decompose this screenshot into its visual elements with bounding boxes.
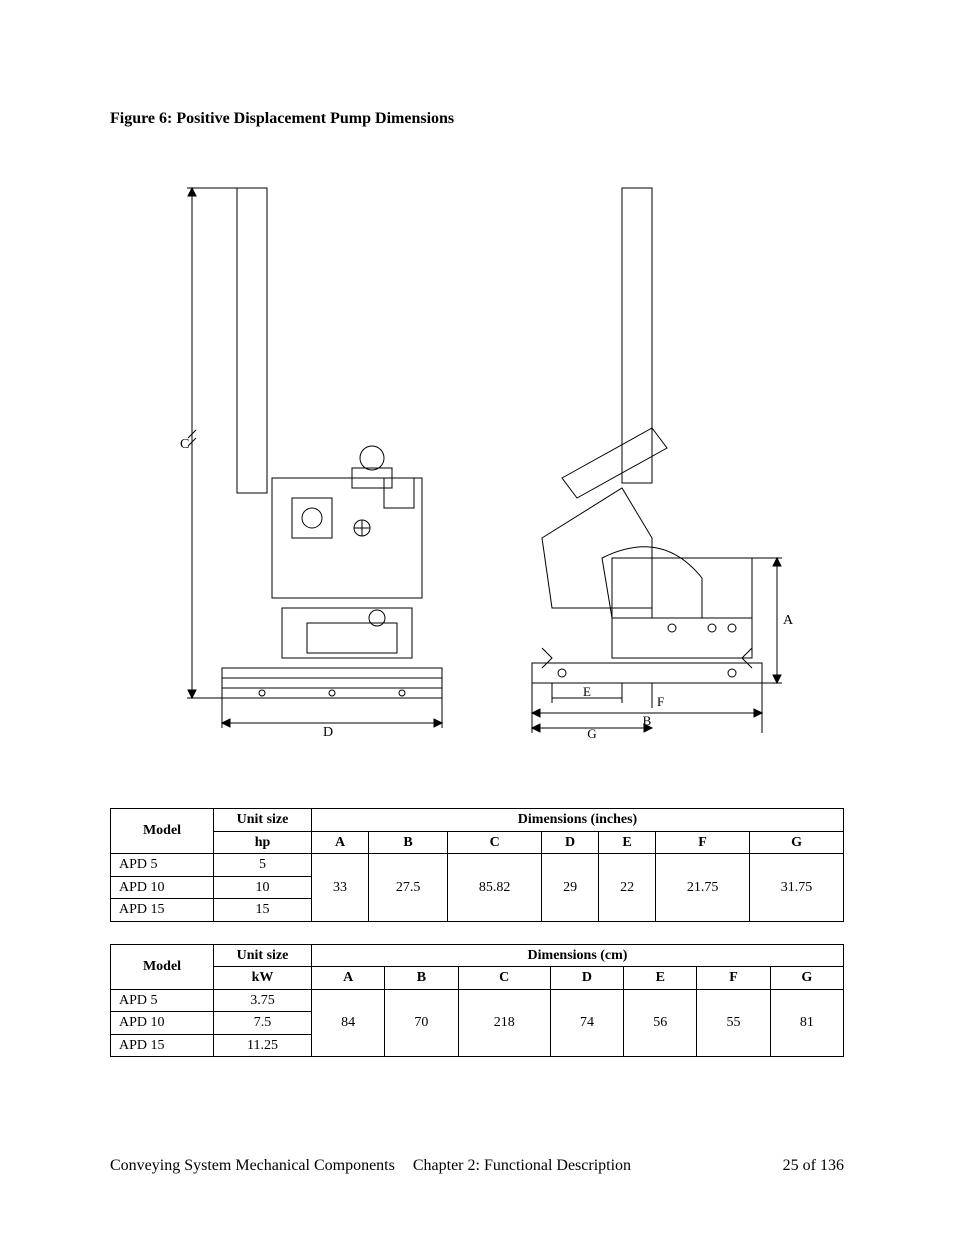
dim-label-b: B [643, 713, 652, 728]
page-footer: Conveying System Mechanical Components C… [110, 1157, 844, 1175]
th-dims: Dimensions (inches) [312, 809, 844, 832]
cell-unit: 5 [214, 854, 312, 877]
table-row: APD 5 5 33 27.5 85.82 29 22 21.75 31.75 [111, 854, 844, 877]
table-row: APD 5 3.75 84 70 218 74 56 55 81 [111, 989, 844, 1012]
dim-label-a: A [783, 613, 794, 628]
figure-title: Figure 6: Positive Displacement Pump Dim… [110, 110, 844, 128]
cell-dim: 33 [312, 854, 369, 922]
cell-model: APD 15 [111, 1034, 214, 1057]
cell-model: APD 10 [111, 876, 214, 899]
footer-right: 25 of 136 [783, 1157, 844, 1175]
th-unitsize: Unit size [214, 809, 312, 832]
cell-model: APD 5 [111, 854, 214, 877]
cell-unit: 15 [214, 899, 312, 922]
th-col: A [312, 967, 385, 990]
cell-unit: 10 [214, 876, 312, 899]
diagrams-row: C D [110, 178, 844, 738]
th-col: E [624, 967, 697, 990]
cell-unit: 11.25 [214, 1034, 312, 1057]
cell-dim: 218 [458, 989, 550, 1057]
dim-label-e: E [583, 684, 591, 699]
th-model: Model [111, 944, 214, 989]
cell-dim: 84 [312, 989, 385, 1057]
cell-unit: 3.75 [214, 989, 312, 1012]
th-col: F [656, 831, 750, 854]
th-col: D [550, 967, 623, 990]
dim-label-g: G [587, 726, 596, 738]
cell-model: APD 15 [111, 899, 214, 922]
pump-side-svg: A E F B G [502, 178, 802, 738]
th-unitsize-unit: kW [214, 967, 312, 990]
th-col: B [385, 967, 458, 990]
th-col: G [750, 831, 844, 854]
th-col: D [542, 831, 599, 854]
footer-left: Conveying System Mechanical Components [110, 1157, 395, 1175]
th-col: G [770, 967, 843, 990]
cell-dim: 56 [624, 989, 697, 1057]
dim-label-c: C [180, 437, 189, 452]
dim-label-f: F [657, 694, 664, 709]
cell-dim: 31.75 [750, 854, 844, 922]
diagram-side-view: A E F B G [502, 178, 802, 738]
cell-model: APD 10 [111, 1012, 214, 1035]
th-col: C [458, 967, 550, 990]
pump-front-svg: C D [152, 178, 462, 738]
diagram-front-view: C D [152, 178, 462, 738]
th-col: B [369, 831, 448, 854]
cell-dim: 85.82 [448, 854, 542, 922]
th-col: F [697, 967, 770, 990]
cell-dim: 81 [770, 989, 843, 1057]
th-col: A [312, 831, 369, 854]
th-unitsize: Unit size [214, 944, 312, 967]
cell-model: APD 5 [111, 989, 214, 1012]
dimensions-table-cm: Model Unit size Dimensions (cm) kW A B C… [110, 944, 844, 1058]
dimensions-table-inches: Model Unit size Dimensions (inches) hp A… [110, 808, 844, 922]
cell-dim: 55 [697, 989, 770, 1057]
cell-dim: 22 [599, 854, 656, 922]
th-model: Model [111, 809, 214, 854]
th-unitsize-unit: hp [214, 831, 312, 854]
dim-label-d: D [323, 725, 333, 738]
cell-dim: 74 [550, 989, 623, 1057]
cell-dim: 70 [385, 989, 458, 1057]
cell-dim: 21.75 [656, 854, 750, 922]
footer-center: Chapter 2: Functional Description [413, 1157, 631, 1175]
cell-unit: 7.5 [214, 1012, 312, 1035]
th-col: C [448, 831, 542, 854]
cell-dim: 29 [542, 854, 599, 922]
th-dims: Dimensions (cm) [312, 944, 844, 967]
cell-dim: 27.5 [369, 854, 448, 922]
page: Figure 6: Positive Displacement Pump Dim… [0, 0, 954, 1235]
th-col: E [599, 831, 656, 854]
